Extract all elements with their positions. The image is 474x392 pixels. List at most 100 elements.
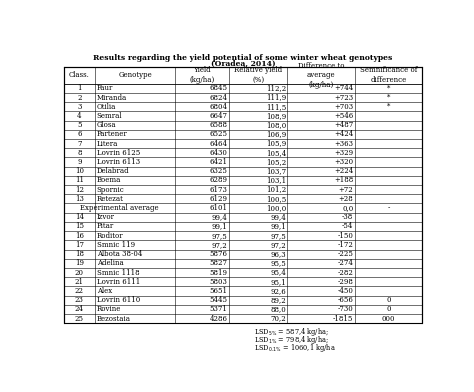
Text: 111,5: 111,5 <box>266 103 286 111</box>
Text: 6325: 6325 <box>210 167 228 175</box>
Text: 108,9: 108,9 <box>266 112 286 120</box>
Text: 95,1: 95,1 <box>270 278 286 286</box>
Text: Alex: Alex <box>97 287 112 295</box>
Text: 100,0: 100,0 <box>266 204 286 212</box>
Text: 20: 20 <box>75 269 84 276</box>
Text: 2: 2 <box>77 94 82 102</box>
Text: 70,2: 70,2 <box>270 315 286 323</box>
Text: +487: +487 <box>334 121 353 129</box>
Text: -730: -730 <box>337 305 353 314</box>
Text: Glosa: Glosa <box>97 121 117 129</box>
Text: Experimental average: Experimental average <box>80 204 159 212</box>
Text: 6525: 6525 <box>210 131 228 138</box>
Text: 000: 000 <box>382 315 395 323</box>
Text: 21: 21 <box>75 278 84 286</box>
Text: Bezostaia: Bezostaia <box>97 315 131 323</box>
Text: 6: 6 <box>77 131 82 138</box>
Text: 4286: 4286 <box>210 315 228 323</box>
Text: 101,2: 101,2 <box>266 186 286 194</box>
Text: 5651: 5651 <box>210 287 228 295</box>
Text: 6824: 6824 <box>210 94 228 102</box>
Text: Lovrin 6125: Lovrin 6125 <box>97 149 140 157</box>
Text: +28: +28 <box>338 195 353 203</box>
Text: LSD$_{5\%}$ = 587,4 kg/ha;: LSD$_{5\%}$ = 587,4 kg/ha; <box>254 326 329 338</box>
Text: -282: -282 <box>337 269 353 276</box>
Text: +744: +744 <box>334 84 353 92</box>
Text: 105,4: 105,4 <box>266 149 286 157</box>
Text: Roditor: Roditor <box>97 232 123 240</box>
Text: 5827: 5827 <box>210 260 228 267</box>
Text: 88,0: 88,0 <box>270 305 286 314</box>
Text: Otilia: Otilia <box>97 103 116 111</box>
Text: +363: +363 <box>334 140 353 147</box>
Text: Lovrin 6111: Lovrin 6111 <box>97 278 140 286</box>
Text: 1: 1 <box>77 84 82 92</box>
Text: LSD$_{0.1\%}$ = 1060,1 kg/ha: LSD$_{0.1\%}$ = 1060,1 kg/ha <box>254 342 336 354</box>
Text: 108,0: 108,0 <box>266 121 286 129</box>
Text: 99,1: 99,1 <box>211 223 228 230</box>
Text: 10: 10 <box>75 167 84 175</box>
Text: 19: 19 <box>75 260 84 267</box>
Text: 25: 25 <box>75 315 84 323</box>
Text: 12: 12 <box>75 186 84 194</box>
Text: 97,2: 97,2 <box>270 241 286 249</box>
Text: 105,9: 105,9 <box>266 140 286 147</box>
Text: Class.: Class. <box>69 71 90 79</box>
Text: Genotype: Genotype <box>118 71 152 79</box>
Text: 6647: 6647 <box>210 112 228 120</box>
Text: +703: +703 <box>334 103 353 111</box>
Text: 103,7: 103,7 <box>266 167 286 175</box>
Text: 89,2: 89,2 <box>270 296 286 304</box>
Text: -450: -450 <box>337 287 353 295</box>
Text: 103,1: 103,1 <box>266 176 286 184</box>
Text: Results regarding the yield potential of some winter wheat genotypes: Results regarding the yield potential of… <box>93 54 392 62</box>
Text: 11: 11 <box>75 176 84 184</box>
Text: (Oradea, 2014): (Oradea, 2014) <box>210 60 275 68</box>
Text: Retezat: Retezat <box>97 195 124 203</box>
Text: *: * <box>387 103 390 111</box>
Text: -656: -656 <box>337 296 353 304</box>
Text: Semnificance of
difference: Semnificance of difference <box>360 66 417 84</box>
Text: Adelina: Adelina <box>97 260 124 267</box>
Text: 0: 0 <box>386 305 391 314</box>
Text: 5: 5 <box>77 121 82 129</box>
Text: 5803: 5803 <box>210 278 228 286</box>
Text: -: - <box>387 204 390 212</box>
Text: 3: 3 <box>77 103 82 111</box>
Text: -54: -54 <box>342 223 353 230</box>
Text: 22: 22 <box>75 287 84 295</box>
Text: 6464: 6464 <box>210 140 228 147</box>
Text: 99,4: 99,4 <box>270 213 286 221</box>
Text: +723: +723 <box>334 94 353 102</box>
Text: Partener: Partener <box>97 131 128 138</box>
Text: +188: +188 <box>334 176 353 184</box>
Text: 6101: 6101 <box>210 204 228 212</box>
Text: 97,2: 97,2 <box>211 241 228 249</box>
Text: 106,9: 106,9 <box>266 131 286 138</box>
Text: 6845: 6845 <box>210 84 228 92</box>
Text: Semral: Semral <box>97 112 122 120</box>
Text: 5876: 5876 <box>210 250 228 258</box>
Text: 4: 4 <box>77 112 82 120</box>
Text: 5445: 5445 <box>210 296 228 304</box>
Text: 6129: 6129 <box>210 195 228 203</box>
Text: Lovrin 6110: Lovrin 6110 <box>97 296 140 304</box>
Text: 0,0: 0,0 <box>342 204 353 212</box>
Text: 95,5: 95,5 <box>270 260 286 267</box>
Text: 17: 17 <box>75 241 84 249</box>
Text: 23: 23 <box>75 296 84 304</box>
Text: 6588: 6588 <box>210 121 228 129</box>
Text: 97,5: 97,5 <box>270 232 286 240</box>
Text: 6430: 6430 <box>210 149 228 157</box>
Text: 6804: 6804 <box>210 103 228 111</box>
Text: Difference to
average
(kg/ha): Difference to average (kg/ha) <box>298 62 345 89</box>
Text: LSD$_{1\%}$ = 798,4 kg/ha;: LSD$_{1\%}$ = 798,4 kg/ha; <box>254 334 329 346</box>
Text: 99,1: 99,1 <box>270 223 286 230</box>
Text: 97,5: 97,5 <box>211 232 228 240</box>
Text: +72: +72 <box>338 186 353 194</box>
Text: Izvor: Izvor <box>97 213 115 221</box>
Text: 100,5: 100,5 <box>266 195 286 203</box>
Text: 6173: 6173 <box>210 186 228 194</box>
Text: 13: 13 <box>75 195 84 203</box>
Text: Lovrin 6113: Lovrin 6113 <box>97 158 140 166</box>
